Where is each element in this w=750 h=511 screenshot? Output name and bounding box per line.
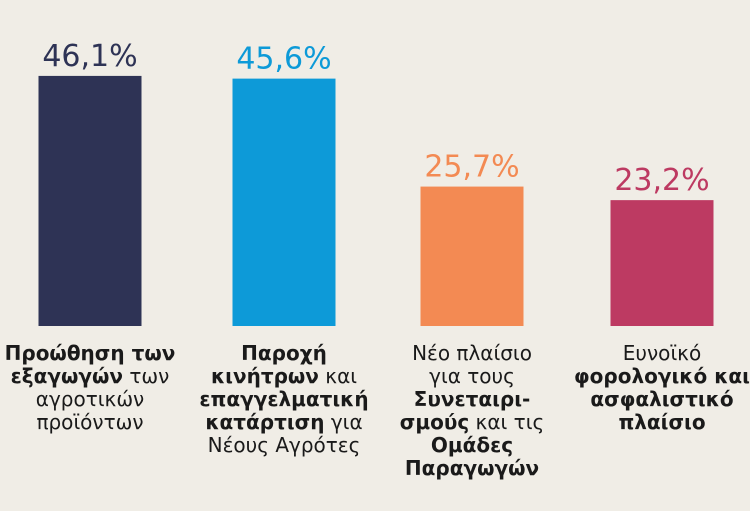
- category-label-line: Νέο πλαίσιο: [412, 341, 532, 365]
- category-label-line: φορολογικό και: [574, 364, 750, 388]
- category-label-1: Προώθηση των εξαγωγών των αγροτικών προϊόντ…: [0, 342, 185, 434]
- category-label-line: προϊόντων: [36, 410, 144, 434]
- category-label-3: Νέο πλαίσιο για τους Συνεταιρι-σμούς και τ…: [377, 342, 567, 480]
- category-label-line: Προώθηση των: [4, 341, 176, 365]
- category-label-line: επαγγελματική: [199, 387, 369, 411]
- value-label-2: 45,6%: [236, 42, 331, 77]
- value-label-3: 25,7%: [424, 150, 519, 185]
- category-label-2: Παροχή κινήτρων και επαγγελματική κατάρτιση…: [189, 342, 379, 457]
- bar-1: [38, 75, 142, 326]
- category-label-line: εξαγωγών των: [10, 364, 170, 388]
- category-label-line: κατάρτιση για: [205, 410, 363, 434]
- category-label-line: αγροτικών: [35, 387, 145, 411]
- category-label-line: Ευνοϊκό: [622, 341, 702, 365]
- bar-2: [232, 78, 336, 327]
- category-label-line: Νέους Αγρότες: [207, 433, 361, 457]
- category-label-line: για τους: [429, 364, 515, 388]
- category-label-4: Ευνοϊκό φορολογικό και ασφαλιστικό πλαίσιο: [567, 342, 750, 434]
- category-label-line: Ομάδες: [430, 433, 514, 457]
- category-label-line: Παροχή: [241, 341, 327, 365]
- category-label-line: Παραγωγών: [404, 456, 540, 480]
- category-label-line: σμούς και τις: [399, 410, 545, 434]
- category-label-line: Συνεταιρι-: [413, 387, 531, 411]
- value-label-4: 23,2%: [614, 163, 709, 198]
- category-label-line: ασφαλιστικό: [590, 387, 734, 411]
- category-label-line: πλαίσιο: [618, 410, 706, 434]
- value-label-1: 46,1%: [42, 39, 137, 74]
- category-label-line: κινήτρων και: [210, 364, 358, 388]
- bar-4: [610, 200, 714, 326]
- bar-3: [420, 186, 524, 326]
